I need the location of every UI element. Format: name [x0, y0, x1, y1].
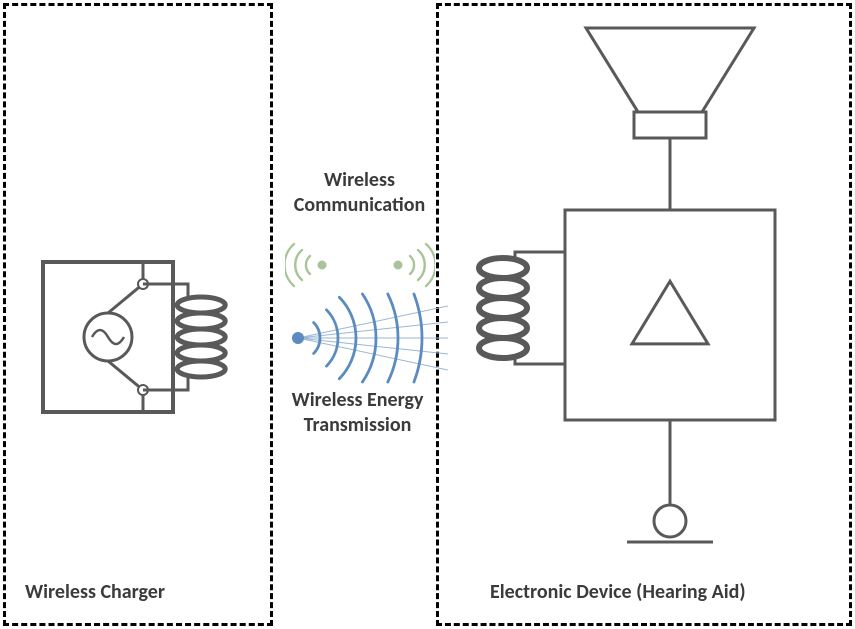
wcomm-line2: Communication — [294, 193, 425, 217]
wtx-line2: Transmission — [304, 413, 412, 437]
wireless-comm-icon — [285, 242, 435, 288]
wireless-comm-label: Wireless Communication — [282, 168, 437, 218]
diagram-canvas: Wireless Charger Electronic Device (Hear… — [0, 0, 855, 629]
device-schematic — [455, 20, 825, 565]
device-label: Electronic Device (Hearing Aid) — [490, 580, 746, 604]
wcomm-line1: Wireless — [324, 168, 395, 192]
wireless-tx-label: Wireless Energy Transmission — [280, 388, 435, 438]
wtx-line1: Wireless Energy — [292, 388, 424, 412]
charger-circuit — [33, 242, 248, 432]
charger-label: Wireless Charger — [25, 580, 165, 604]
wireless-energy-icon — [278, 290, 448, 386]
